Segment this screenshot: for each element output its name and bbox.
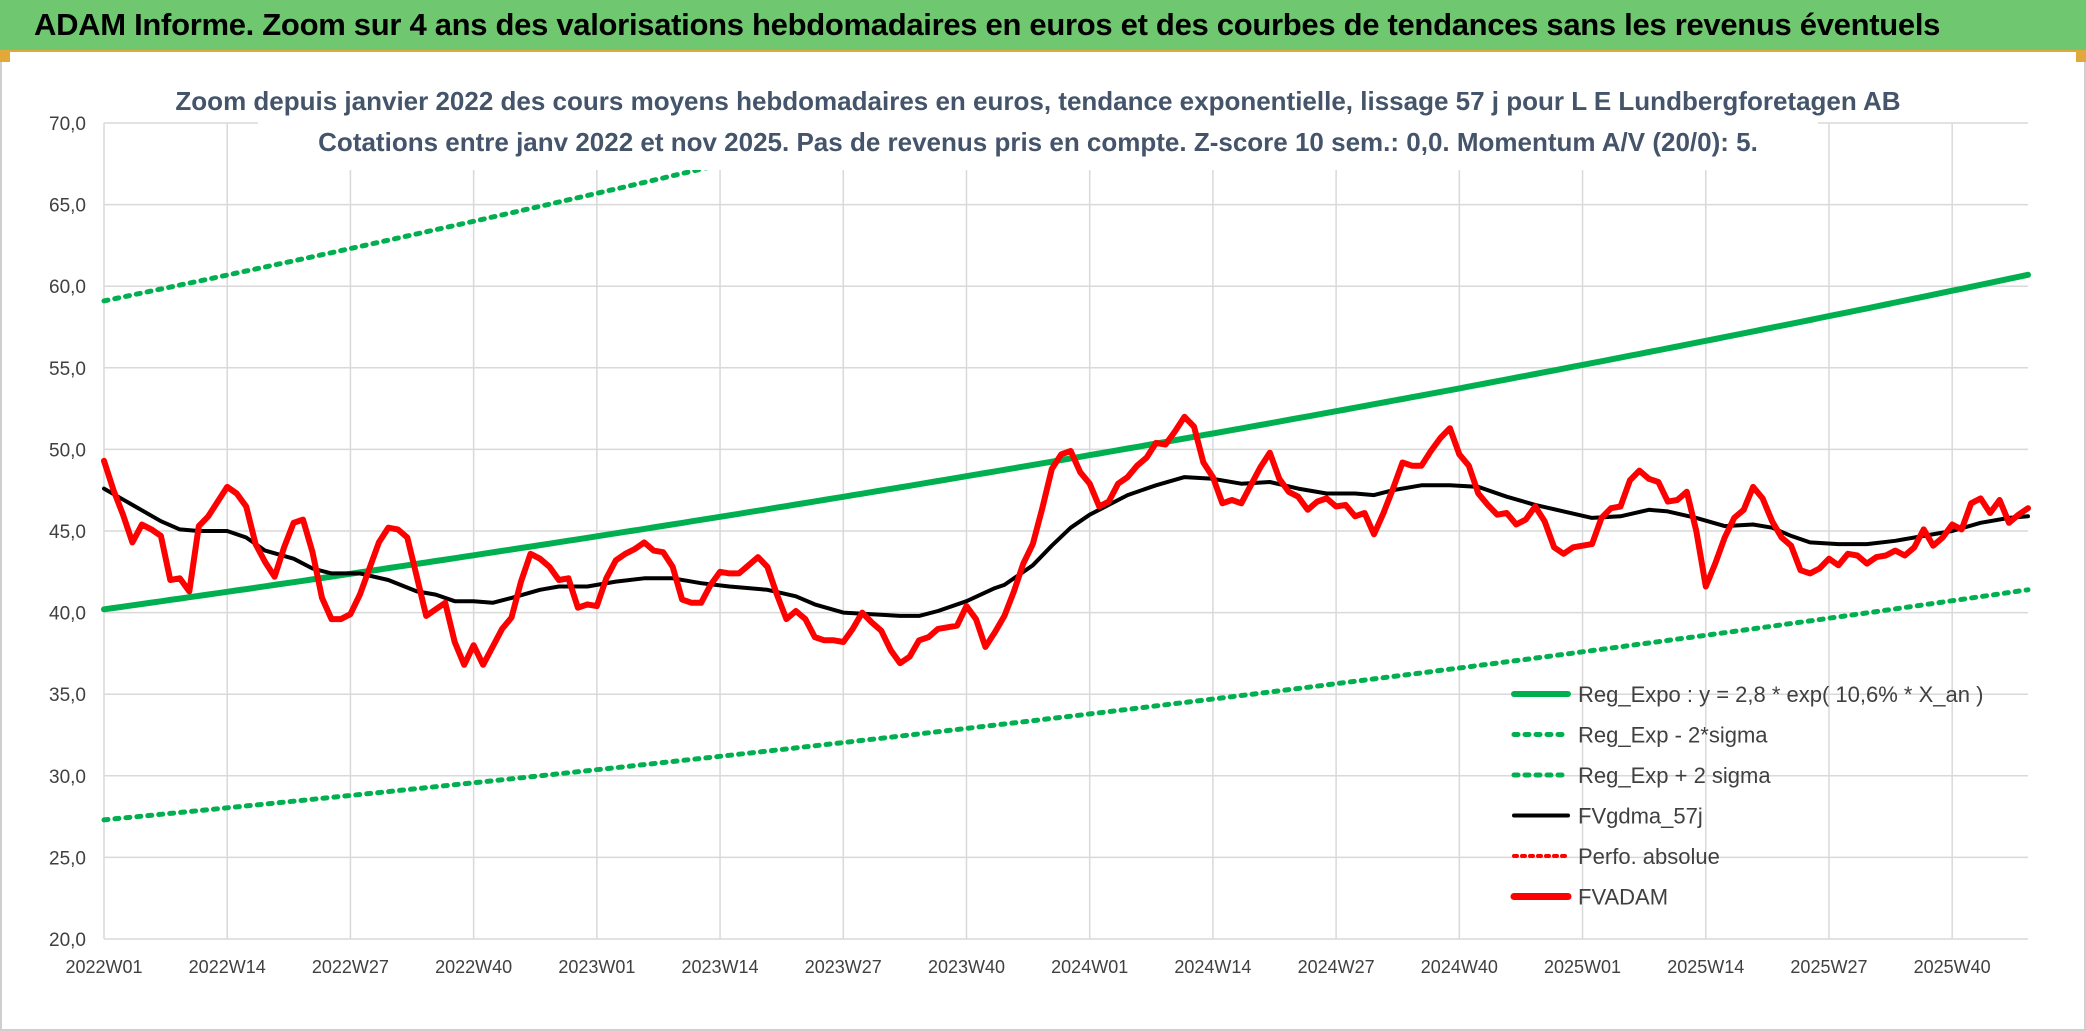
legend-label: Perfo. absolue xyxy=(1578,844,1720,869)
chart-frame xyxy=(0,52,2086,1031)
y-tick-label: 30,0 xyxy=(49,767,86,788)
y-tick-label: 50,0 xyxy=(49,440,86,461)
y-tick-label: 70,0 xyxy=(49,114,86,135)
y-tick-label: 60,0 xyxy=(49,277,86,298)
series-reg-exp-2-sigma xyxy=(101,587,2031,823)
x-tick-label: 2025W27 xyxy=(1790,957,1867,977)
x-tick-label: 2024W40 xyxy=(1421,957,1498,977)
x-tick-label: 2025W14 xyxy=(1667,957,1744,977)
corner-marker-right xyxy=(2076,52,2086,62)
x-tick-label: 2024W01 xyxy=(1051,957,1128,977)
series-fvgdma-57j xyxy=(102,475,2030,618)
report-title: ADAM Informe. Zoom sur 4 ans des valoris… xyxy=(34,7,1941,42)
y-tick-label: 65,0 xyxy=(49,196,86,217)
y-tick-label: 40,0 xyxy=(49,604,86,625)
title-background xyxy=(258,78,1818,170)
chart-title-line1: Zoom depuis janvier 2022 des cours moyen… xyxy=(175,86,1900,116)
x-tick-label: 2023W01 xyxy=(558,957,635,977)
x-tick-label: 2022W40 xyxy=(435,957,512,977)
series-fvadam xyxy=(101,413,2031,668)
y-tick-label: 20,0 xyxy=(49,930,86,951)
x-tick-label: 2023W40 xyxy=(928,957,1005,977)
legend: Reg_Expo : y = 2,8 * exp( 10,6% * X_an )… xyxy=(1510,682,1983,910)
y-tick-label: 55,0 xyxy=(49,359,86,380)
x-tick-label: 2024W14 xyxy=(1174,957,1251,977)
y-axis-ticks: 20,0 25,0 30,0 35,0 40,0 45,0 50,0 55,0 60,0 65,0… xyxy=(49,114,86,951)
x-tick-label: 2023W27 xyxy=(805,957,882,977)
x-tick-label: 2022W27 xyxy=(312,957,389,977)
report-header-banner: ADAM Informe. Zoom sur 4 ans des valoris… xyxy=(0,0,2086,52)
x-tick-label: 2024W27 xyxy=(1298,957,1375,977)
y-tick-label: 25,0 xyxy=(49,848,86,869)
legend-label: Reg_Exp - 2*sigma xyxy=(1578,723,1768,748)
x-axis-ticks: 2022W01 2022W14 2022W27 2022W40 2023W01 2023W… xyxy=(65,957,1990,977)
x-tick-label: 2025W40 xyxy=(1914,957,1991,977)
legend-label: Reg_Exp + 2 sigma xyxy=(1578,763,1771,788)
series-reg-exp-2-sigma xyxy=(101,121,912,304)
y-tick-label: 35,0 xyxy=(49,685,86,706)
series-lines xyxy=(101,121,2031,823)
x-tick-label: 2022W14 xyxy=(189,957,266,977)
corner-marker-left xyxy=(0,52,10,62)
x-tick-label: 2022W01 xyxy=(65,957,142,977)
series-reg-expo xyxy=(101,271,2031,613)
x-tick-label: 2023W14 xyxy=(682,957,759,977)
x-tick-label: 2025W01 xyxy=(1544,957,1621,977)
legend-label: Reg_Expo : y = 2,8 * exp( 10,6% * X_an ) xyxy=(1578,682,1983,707)
y-tick-label: 45,0 xyxy=(49,522,86,543)
legend-label: FVgdma_57j xyxy=(1578,804,1703,829)
chart-title-line2: Cotations entre janv 2022 et nov 2025. P… xyxy=(318,127,1758,157)
legend-label: FVADAM xyxy=(1578,885,1668,910)
